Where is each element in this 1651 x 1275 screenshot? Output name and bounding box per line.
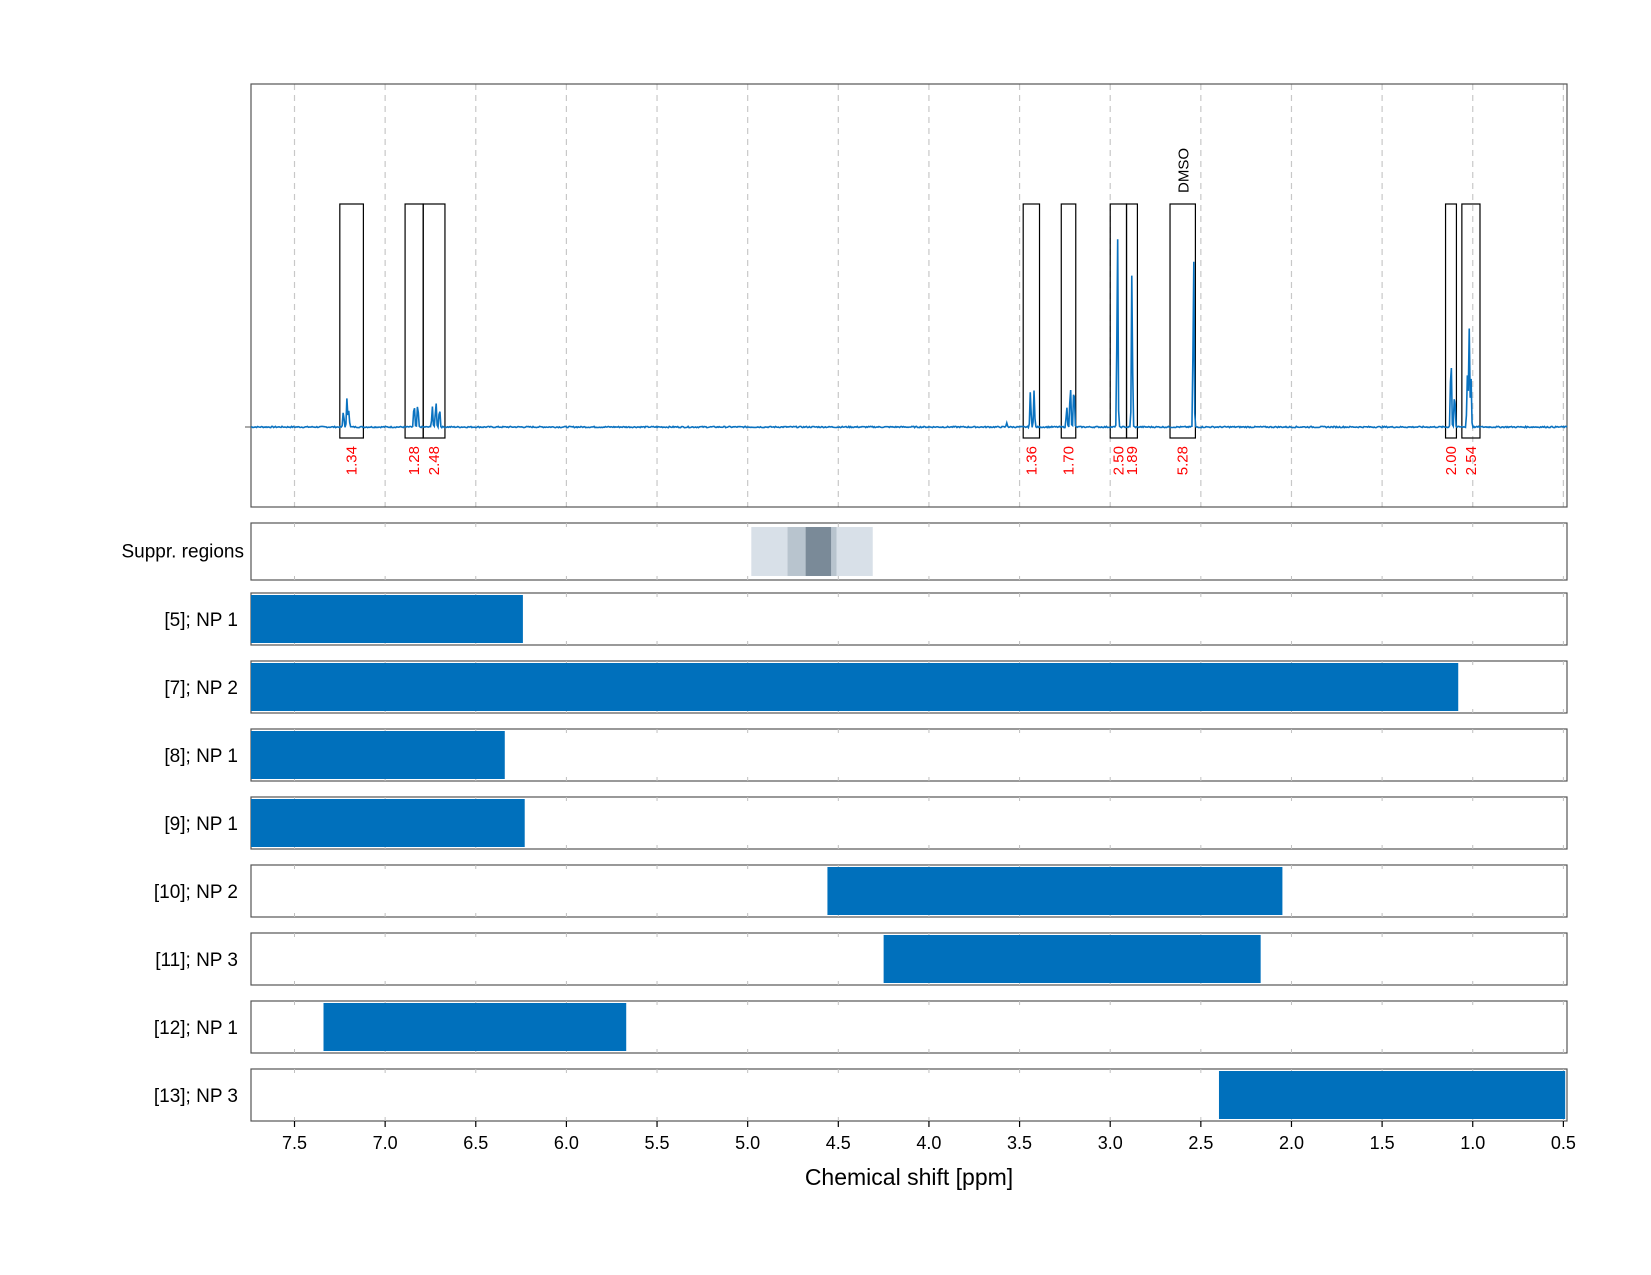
- integral-value-label: 1.28: [406, 446, 423, 475]
- range-bar: [323, 1003, 627, 1051]
- range-bar-panels: [5]; NP 1 [7]; NP 2 [8]; NP 1 [9]; NP 1 [10]…: [154, 592, 1568, 1122]
- range-bar: [883, 935, 1261, 983]
- range-panel: [5]; NP 1: [164, 592, 1568, 646]
- range-bar: [251, 663, 1459, 711]
- integral-region-box: [1169, 203, 1197, 439]
- integral-value-label: 1.89: [1124, 446, 1141, 475]
- x-tick-label: 3.0: [1098, 1133, 1123, 1153]
- range-label: [10]; NP 2: [154, 882, 238, 903]
- spectrum-trace: [250, 239, 1568, 430]
- range-panel: [13]; NP 3: [154, 1068, 1568, 1122]
- range-panel: [7]; NP 2: [164, 660, 1568, 714]
- range-label: [12]; NP 1: [154, 1018, 238, 1039]
- range-panel: [10]; NP 2: [154, 864, 1568, 918]
- range-bar: [251, 799, 525, 847]
- range-panel: [11]; NP 3: [155, 932, 1568, 986]
- spectrum-frame: [250, 83, 1568, 508]
- x-axis: 7.5 7.0 6.5 6.0 5.5 5.0 4.5 4.0 3.5 3.0 2.5 2.0 1.5 1…: [282, 1121, 1576, 1153]
- x-tick-label: 2.5: [1188, 1133, 1213, 1153]
- range-label: [11]; NP 3: [155, 950, 238, 971]
- integral-value-label: 1.34: [344, 446, 361, 475]
- integral-region-box: [422, 203, 446, 439]
- x-tick-label: 1.0: [1460, 1133, 1485, 1153]
- x-axis-label: Chemical shift [ppm]: [805, 1164, 1013, 1190]
- x-tick-label: 6.0: [554, 1133, 579, 1153]
- x-tick-label: 4.0: [916, 1133, 941, 1153]
- range-bar: [251, 595, 523, 643]
- integral-value-label: 2.00: [1443, 446, 1460, 475]
- range-bar: [251, 731, 505, 779]
- suppressed-regions-panel: Suppr. regions: [121, 522, 1568, 581]
- x-tick-label: 1.5: [1370, 1133, 1395, 1153]
- integral-value-label: 1.70: [1061, 446, 1078, 475]
- x-tick-label: 7.5: [282, 1133, 307, 1153]
- integral-value-label: 2.50: [1110, 446, 1127, 475]
- range-label: [13]; NP 3: [154, 1086, 238, 1107]
- integral-region-box: [404, 203, 424, 439]
- integral-value-label: 2.54: [1463, 446, 1480, 475]
- x-tick-label: 2.0: [1279, 1133, 1304, 1153]
- x-tick-label: 5.5: [645, 1133, 670, 1153]
- range-bar: [827, 867, 1283, 915]
- integral-region-box: [1022, 203, 1041, 439]
- integral-value-label: 5.28: [1175, 446, 1192, 475]
- range-bar: [1218, 1071, 1566, 1119]
- range-panel: [9]; NP 1: [164, 796, 1568, 850]
- x-tick-label: 6.5: [463, 1133, 488, 1153]
- x-tick-label: 3.5: [1007, 1133, 1032, 1153]
- suppressed-region-band: [805, 527, 832, 576]
- suppressed-regions-label: Suppr. regions: [121, 542, 244, 563]
- x-tick-label: 0.5: [1551, 1133, 1576, 1153]
- x-tick-label: 4.5: [826, 1133, 851, 1153]
- suppressed-regions-frame: [250, 522, 1568, 581]
- range-label: [5]; NP 1: [164, 610, 238, 631]
- range-label: [9]; NP 1: [164, 814, 238, 835]
- integral-region-box: [1060, 203, 1077, 439]
- x-tick-label: 5.0: [735, 1133, 760, 1153]
- solvent-annotation-label: DMSO: [1176, 148, 1193, 193]
- range-panel: [8]; NP 1: [164, 728, 1568, 782]
- range-label: [8]; NP 1: [164, 746, 238, 767]
- integral-value-label: 1.36: [1023, 446, 1040, 475]
- integral-region-box: [1125, 203, 1138, 439]
- x-tick-label: 7.0: [373, 1133, 398, 1153]
- spectrum-panel: 1.34 1.28 2.48 1.36 1.70 2.501.89 5.28 2.00 2.54…: [245, 83, 1568, 508]
- integral-region-box: [339, 203, 364, 439]
- range-label: [7]; NP 2: [164, 678, 238, 699]
- integral-value-label: 2.48: [426, 446, 443, 475]
- range-panel: [12]; NP 1: [154, 1000, 1568, 1054]
- integral-region-box: [1444, 203, 1458, 439]
- integral-region-box: [1461, 203, 1481, 439]
